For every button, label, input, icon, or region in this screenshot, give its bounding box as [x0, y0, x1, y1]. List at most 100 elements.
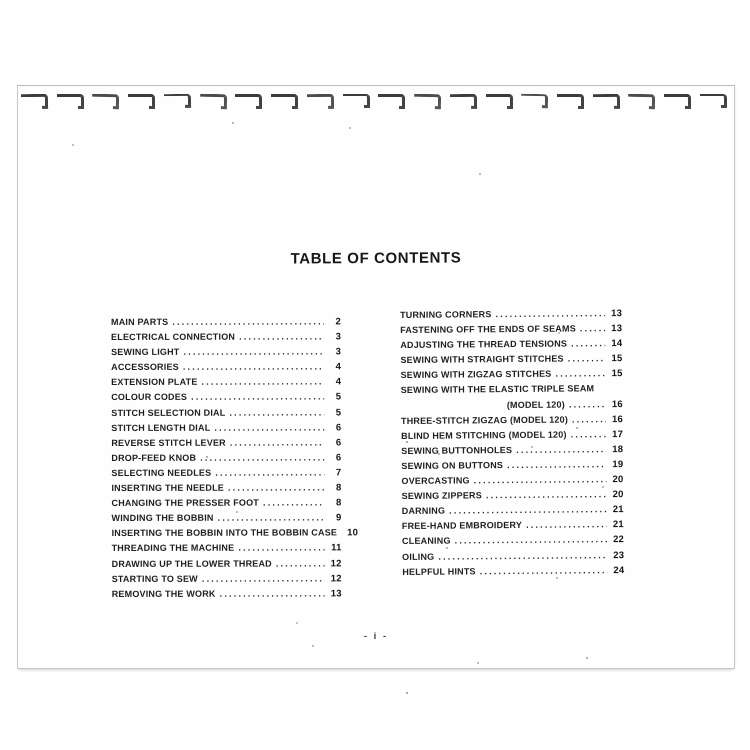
toc-leader-dots [229, 407, 324, 417]
toc-entry-page: 21 [612, 519, 624, 531]
toc-leader-dots [183, 362, 324, 372]
toc-entry-page: 24 [613, 564, 625, 576]
toc-entry-page: 22 [612, 534, 625, 546]
toc-leader-dots [438, 550, 607, 561]
binding-row [20, 93, 727, 109]
toc-leader-dots [480, 565, 608, 576]
toc-entry-label: EXTENSION PLATE [111, 377, 198, 388]
toc-entry: DROP-FEED KNOB 6 [111, 452, 341, 468]
binding-hook-icon [592, 93, 620, 109]
toc-leader-dots [228, 482, 325, 492]
toc-entry-label: CHANGING THE PRESSER FOOT [111, 497, 260, 509]
toc-entry-label: INSERTING THE BOBBIN INTO THE BOBBIN CAS… [111, 527, 338, 539]
toc-entry-label: STITCH LENGTH DIAL [111, 422, 211, 433]
toc-entry: ELECTRICAL CONNECTION 3 [111, 331, 341, 347]
toc-entry: WINDING THE BOBBIN 9 [112, 513, 342, 529]
toc-leader-dots [526, 520, 607, 531]
toc-entry: THREADING THE MACHINE 11 [112, 543, 342, 559]
binding-hook-icon [199, 93, 227, 109]
binding-hook-icon [235, 94, 263, 109]
toc-leader-dots [263, 498, 325, 508]
toc-entry-page: 8 [335, 482, 342, 494]
binding-hook-icon [413, 93, 442, 109]
toc-leader-dots [230, 437, 324, 447]
toc-entry-label: FASTENING OFF THE ENDS OF SEAMS [400, 323, 576, 336]
toc-entry-page: 4 [335, 376, 342, 388]
binding-hook-icon [128, 94, 156, 109]
toc-leader-dots [580, 323, 605, 333]
toc-entry: (MODEL 120) 16 [507, 399, 623, 415]
toc-entry: REVERSE STITCH LEVER 6 [111, 437, 341, 453]
toc-entry-page: 8 [335, 497, 342, 509]
toc-leader-dots [276, 558, 325, 568]
binding-hook-icon [699, 94, 727, 108]
toc-entry-page: 20 [612, 489, 624, 501]
toc-entry: HELPFUL HINTS 24 [402, 565, 624, 582]
toc-entry-page: 13 [611, 308, 623, 320]
toc-entry-page: 12 [330, 557, 342, 569]
toc-leader-dots [172, 316, 324, 326]
toc-entry-page: 2 [335, 316, 342, 328]
binding-hook-icon [342, 94, 370, 108]
toc-entry-label: COLOUR CODES [111, 392, 188, 403]
toc-leader-dots [496, 308, 606, 319]
toc-leader-dots [571, 429, 607, 439]
toc-leader-dots [516, 444, 606, 455]
toc-entry: CHANGING THE PRESSER FOOT 8 [111, 498, 341, 514]
toc-entry-page: 16 [611, 398, 623, 410]
page-sheet: TABLE OF CONTENTS MAIN PARTS 2 ELECTRICAL … [17, 85, 735, 669]
toc-leader-dots [449, 504, 607, 515]
binding-hook-icon [664, 94, 692, 109]
toc-leader-dots [183, 347, 324, 357]
toc-entry: STARTING TO SEW 12 [112, 573, 342, 589]
toc-entry-page: 13 [330, 588, 342, 600]
toc-entry-label: DARNING [401, 505, 446, 517]
toc-entry-label: ELECTRICAL CONNECTION [111, 331, 236, 343]
footer-page-number: - i - [363, 631, 389, 642]
scan-noise [18, 86, 20, 88]
toc-entry-label: SEWING ON BUTTONS [401, 460, 504, 471]
toc-leader-dots [202, 573, 325, 583]
toc-leader-dots [215, 467, 324, 477]
toc-entry: SELECTING NEEDLES 7 [111, 467, 341, 483]
toc-entry-page: 5 [335, 406, 342, 418]
toc-entry-label: MAIN PARTS [111, 316, 169, 327]
toc-entry-label: ADJUSTING THE THREAD TENSIONS [400, 338, 568, 351]
toc-entry-page: 5 [335, 391, 342, 403]
toc-entry-label: FREE-HAND EMBROIDERY [401, 520, 523, 532]
toc-leader-dots [214, 422, 324, 432]
toc-leader-dots [202, 377, 325, 387]
binding-hook-icon [485, 94, 513, 109]
toc-entry-label: SEWING WITH THE ELASTIC TRIPLE SEAM [400, 383, 595, 396]
toc-entry-label: HELPFUL HINTS [402, 565, 476, 577]
toc-entry-label: WINDING THE BOBBIN [111, 512, 214, 524]
toc-leader-dots [239, 332, 324, 342]
toc-entry-label: REVERSE STITCH LEVER [111, 437, 226, 448]
toc-entry-page: 21 [612, 504, 624, 516]
toc-leader-dots [455, 535, 607, 546]
toc-entry-label: OVERCASTING [401, 475, 470, 487]
toc-entry-label: SEWING BUTTONHOLES [401, 444, 513, 456]
toc-entry: MAIN PARTS 2 [111, 316, 341, 332]
binding-hook-icon [56, 94, 84, 109]
toc-leader-dots [220, 588, 325, 598]
toc-leader-dots [555, 369, 605, 379]
toc-leader-dots [191, 392, 324, 402]
toc-entry-page: 16 [611, 413, 624, 425]
toc-entry-label: CLEANING [401, 535, 451, 547]
toc-leader-dots [571, 338, 605, 348]
toc-leader-dots [568, 353, 606, 363]
toc-entry-label: TURNING CORNERS [400, 309, 492, 320]
toc-entry-page: 18 [612, 443, 624, 455]
binding-hook-icon [163, 93, 192, 108]
binding-hook-icon [449, 93, 477, 109]
toc-leader-dots [200, 452, 324, 462]
toc-entry-page: 17 [612, 428, 624, 440]
toc-leader-dots [569, 399, 606, 409]
binding-hook-icon [306, 93, 334, 109]
toc-entry-page: 14 [611, 338, 623, 350]
toc-entry-label: STARTING TO SEW [111, 573, 198, 584]
binding-hook-icon [271, 94, 299, 109]
toc-entry-label: SEWING ZIPPERS [401, 490, 482, 502]
binding-hook-icon [628, 93, 656, 109]
